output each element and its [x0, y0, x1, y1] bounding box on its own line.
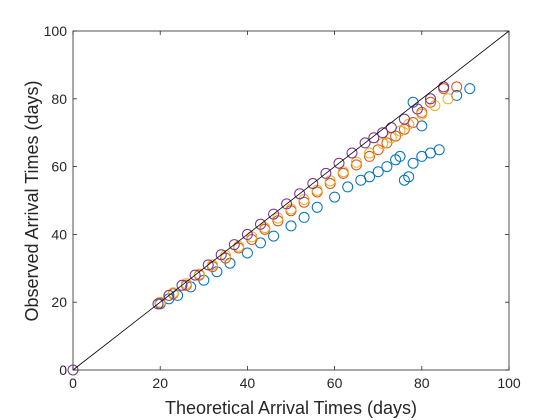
axes-box [72, 30, 510, 371]
data-point [281, 198, 293, 210]
data-point [320, 167, 332, 179]
data-point [268, 208, 280, 220]
data-point [298, 196, 310, 208]
x-axis-title: Theoretical Arrival Times (days) [165, 398, 417, 418]
reference-line [72, 30, 510, 371]
y-tick-label: 60 [51, 159, 67, 175]
data-point [442, 93, 454, 105]
data-point [407, 157, 419, 169]
y-tick-label: 80 [51, 91, 67, 107]
data-point [228, 239, 240, 251]
data-point [255, 218, 266, 230]
data-point [368, 132, 380, 144]
data-point [425, 93, 436, 105]
markers-layer [67, 81, 476, 376]
data-point [381, 161, 393, 173]
x-tick-label: 80 [414, 375, 430, 391]
x-tick-label: 100 [497, 375, 521, 391]
data-point [268, 230, 280, 242]
data-point [398, 113, 410, 125]
data-point [307, 178, 319, 189]
data-point [433, 144, 445, 156]
data-point [364, 147, 375, 159]
data-point [350, 159, 362, 171]
data-point [154, 296, 166, 308]
data-point [285, 220, 297, 232]
data-point [193, 268, 205, 280]
data-point [207, 259, 218, 271]
data-point [241, 228, 253, 240]
data-point [180, 278, 192, 290]
data-point [324, 178, 336, 189]
x-tick-label: 60 [327, 375, 343, 391]
data-point [241, 247, 253, 259]
data-point [202, 259, 214, 271]
y-tick-label: 40 [51, 226, 67, 242]
data-point [394, 150, 406, 162]
data-point [272, 212, 284, 224]
data-point [364, 171, 375, 183]
x-tick-label: 20 [152, 375, 168, 391]
x-tick-label: 0 [69, 375, 77, 391]
data-point [451, 81, 463, 93]
data-point [411, 103, 423, 115]
data-point [464, 83, 476, 95]
y-tick-label: 20 [51, 294, 67, 310]
x-tick-label: 40 [240, 375, 256, 391]
data-point [372, 166, 384, 178]
data-point [350, 156, 362, 168]
data-point [152, 298, 164, 310]
data-point [298, 211, 310, 223]
data-point [189, 269, 201, 281]
data-point [337, 166, 349, 178]
data-point [377, 138, 389, 149]
data-point [294, 188, 306, 200]
y-tick-label: 0 [59, 362, 67, 378]
data-point [403, 171, 415, 183]
data-point [342, 181, 354, 193]
data-point [333, 157, 345, 169]
data-point [163, 289, 175, 301]
data-point [329, 191, 341, 203]
data-point [364, 150, 375, 162]
y-axis-title: Observed Arrival Times (days) [22, 80, 42, 321]
y-tick-label: 100 [44, 23, 68, 39]
data-point [176, 279, 188, 291]
data-point [298, 194, 310, 205]
data-point [215, 249, 227, 261]
ticks-layer: 0 20 40 60 80 100 0 20 40 60 80 100 [44, 23, 521, 391]
data-point [359, 137, 371, 149]
data-point [311, 201, 323, 213]
data-point [346, 147, 358, 159]
